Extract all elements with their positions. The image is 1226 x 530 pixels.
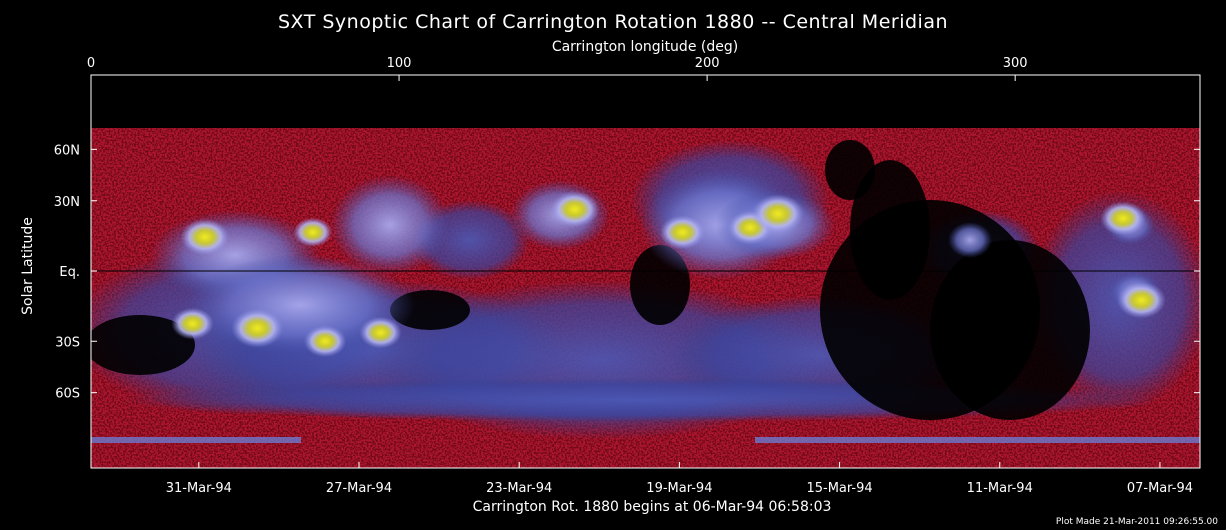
active-region	[303, 325, 347, 358]
y-tick-label: 30N	[54, 195, 80, 210]
top-tick-label: 0	[87, 56, 95, 71]
active-region	[359, 316, 402, 349]
active-region	[659, 215, 706, 250]
synoptic-image	[91, 75, 1200, 468]
active-region	[293, 217, 333, 247]
bottom-tick-label: 07-Mar-94	[1127, 481, 1193, 496]
bottom-tick-label: 31-Mar-94	[166, 481, 232, 496]
coronal-hole	[91, 315, 195, 375]
active-region	[751, 194, 804, 234]
plot-footnote: Plot Made 21-Mar-2011 09:26:55.00	[1056, 517, 1218, 527]
top-tick-label: 200	[695, 56, 720, 71]
bright-corona	[948, 222, 992, 258]
y-axis-label: Solar Latitude	[20, 217, 36, 315]
active-region	[231, 308, 284, 348]
polar-strip	[755, 437, 1200, 443]
top-tick-label: 100	[387, 56, 412, 71]
y-tick-label: 60S	[55, 387, 80, 402]
top-axis-label: Carrington longitude (deg)	[552, 39, 738, 55]
bottom-tick-label: 23-Mar-94	[486, 481, 552, 496]
coronal-hole	[850, 160, 930, 300]
y-tick-label: 30S	[55, 335, 80, 350]
chart-subtitle: Carrington Rot. 1880 begins at 06-Mar-94…	[473, 499, 832, 515]
active-region	[1100, 201, 1146, 236]
y-tick-label: 60N	[54, 143, 80, 158]
bright-corona	[330, 175, 450, 275]
bottom-tick-label: 19-Mar-94	[646, 481, 712, 496]
bottom-tick-label: 27-Mar-94	[326, 481, 392, 496]
top-tick-label: 300	[1003, 56, 1028, 71]
chart-title: SXT Synoptic Chart of Carrington Rotatio…	[278, 11, 948, 33]
active-region	[550, 191, 600, 228]
bottom-tick-label: 15-Mar-94	[806, 481, 872, 496]
polar-strip	[91, 437, 301, 443]
active-region	[180, 218, 230, 256]
active-region	[171, 307, 214, 340]
bottom-tick-label: 11-Mar-94	[967, 481, 1033, 496]
y-tick-label: Eq.	[59, 265, 80, 280]
active-region	[1117, 281, 1166, 319]
coronal-hole	[825, 140, 875, 200]
coronal-hole	[930, 240, 1090, 420]
axes: 0 100 200 300 60N 30N Eq. 30S 60S 31-Mar-94 27-Mar…	[54, 56, 1200, 496]
